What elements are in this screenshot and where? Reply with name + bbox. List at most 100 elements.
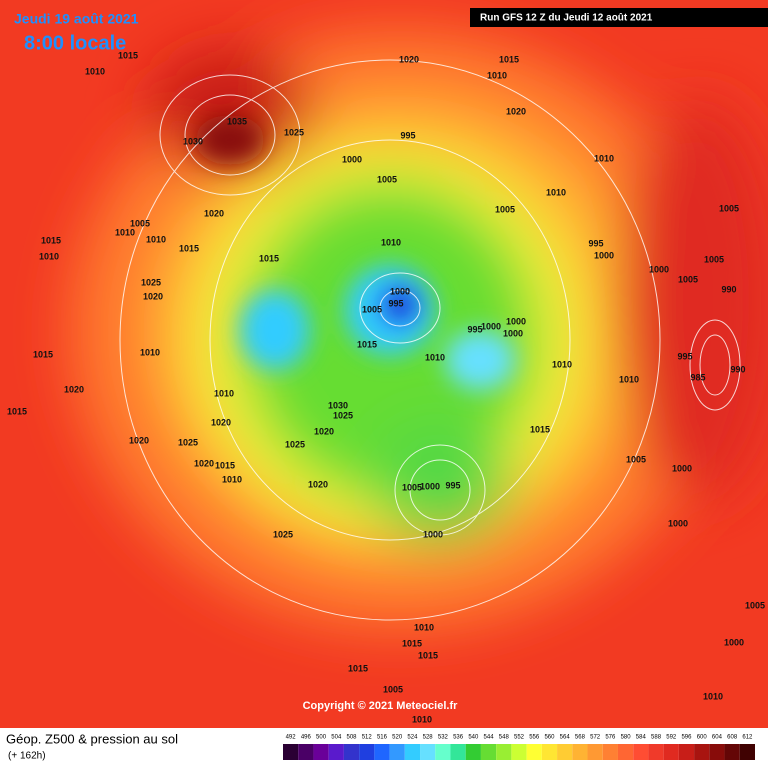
isobar-label: 1010 bbox=[381, 237, 401, 247]
isobar-label: 1035 bbox=[227, 116, 247, 126]
isobar-label: 995 bbox=[677, 351, 692, 361]
isobar-label: 1015 bbox=[357, 339, 377, 349]
isobar-label: 1000 bbox=[672, 463, 692, 473]
isobar-label: 1025 bbox=[284, 127, 304, 137]
scale-label: 528 bbox=[423, 735, 434, 741]
scale-swatch bbox=[465, 744, 481, 760]
isobar-label: 1005 bbox=[402, 482, 422, 492]
isobar-label: 1000 bbox=[342, 154, 362, 164]
scale-swatch bbox=[328, 744, 344, 760]
isobar-label: 1005 bbox=[383, 684, 403, 694]
scale-label: 588 bbox=[651, 735, 662, 741]
scale-label: 604 bbox=[712, 735, 723, 741]
isobar-label: 1000 bbox=[506, 316, 526, 326]
scale-label: 516 bbox=[377, 735, 388, 741]
isobar-label: 1005 bbox=[678, 274, 698, 284]
isobar-label: 1015 bbox=[215, 460, 235, 470]
scale-swatch bbox=[496, 744, 512, 760]
isobar-label: 1005 bbox=[377, 174, 397, 184]
isobar-label: 1020 bbox=[129, 435, 149, 445]
run: Run GFS 12 Z du Jeudi 12 août 2021 bbox=[480, 13, 653, 24]
isobar-label: 1015 bbox=[179, 243, 199, 253]
isobar-label: 1015 bbox=[7, 406, 27, 416]
scale-label: 496 bbox=[301, 735, 312, 741]
scale-label: 560 bbox=[544, 735, 555, 741]
scale-label: 568 bbox=[575, 735, 586, 741]
isobar-label: 1015 bbox=[418, 650, 438, 660]
isobar-label: 1020 bbox=[506, 106, 526, 116]
isobar-label: 1005 bbox=[704, 254, 724, 264]
isobar-label: 1010 bbox=[222, 474, 242, 484]
isobar-label: 1020 bbox=[211, 417, 231, 427]
scale-label: 576 bbox=[605, 735, 616, 741]
run-box bbox=[470, 8, 768, 27]
scale-label: 556 bbox=[529, 735, 540, 741]
scale-swatch bbox=[420, 744, 436, 760]
scale-swatch bbox=[480, 744, 497, 760]
scale-swatch bbox=[724, 744, 740, 760]
isobar-label: 1010 bbox=[412, 714, 432, 724]
scale-swatch bbox=[313, 744, 329, 760]
isobar-label: 1005 bbox=[745, 600, 765, 610]
isobar-label: 990 bbox=[730, 364, 745, 374]
isobar-label: 1010 bbox=[425, 352, 445, 362]
isobar-label: 1015 bbox=[41, 235, 61, 245]
isobar-label: 1025 bbox=[273, 529, 293, 539]
isobar-label: 1010 bbox=[703, 691, 723, 701]
scale-swatch bbox=[709, 744, 725, 760]
isobar-label: 985 bbox=[690, 372, 705, 382]
isobar-label: 995 bbox=[400, 130, 415, 140]
isobar-label: 1020 bbox=[64, 384, 84, 394]
isobar-label: 1000 bbox=[649, 264, 669, 274]
isobar-label: 1015 bbox=[402, 638, 422, 648]
scale-label: 532 bbox=[438, 735, 449, 741]
scale-label: 596 bbox=[681, 735, 692, 741]
isobar-label: 1000 bbox=[724, 637, 744, 647]
isobar-label: 1000 bbox=[423, 529, 443, 539]
isobar-label: 1000 bbox=[594, 250, 614, 260]
scale-label: 544 bbox=[484, 735, 495, 741]
isobar-label: 1005 bbox=[626, 454, 646, 464]
scale-label: 536 bbox=[453, 735, 464, 741]
scale-swatch bbox=[343, 744, 360, 760]
isobar-label: 1020 bbox=[204, 208, 224, 218]
scale-swatch bbox=[678, 744, 695, 760]
isobar-label: 995 bbox=[467, 324, 482, 334]
scale-label: 512 bbox=[362, 735, 373, 741]
isobar-label: 1015 bbox=[348, 663, 368, 673]
isobar-label: 1000 bbox=[390, 286, 410, 296]
isobar-label: 1020 bbox=[399, 54, 419, 64]
isobar-label: 1010 bbox=[546, 187, 566, 197]
isobar-label: 1000 bbox=[668, 518, 688, 528]
isobar-label: 1005 bbox=[362, 304, 382, 314]
scale-label: 492 bbox=[286, 735, 297, 741]
isobar-label: 995 bbox=[588, 238, 603, 248]
isobar-label: 1010 bbox=[619, 374, 639, 384]
scale-label: 504 bbox=[331, 735, 342, 741]
isobar-label: 1010 bbox=[140, 347, 160, 357]
isobar-label: 990 bbox=[721, 284, 736, 294]
scale-swatch bbox=[694, 744, 710, 760]
isobar-label: 1000 bbox=[503, 328, 523, 338]
isobar-label: 1005 bbox=[719, 203, 739, 213]
scale-label: 564 bbox=[560, 735, 571, 741]
scale-label: 612 bbox=[742, 735, 753, 741]
scale-swatch bbox=[435, 744, 451, 760]
scale-label: 608 bbox=[727, 735, 738, 741]
isobar-label: 1020 bbox=[194, 458, 214, 468]
scale-swatch bbox=[633, 744, 649, 760]
scale-swatch bbox=[602, 744, 618, 760]
date: Jeudi 19 août 2021 bbox=[14, 11, 139, 27]
scale-swatch bbox=[617, 744, 634, 760]
isobar-label: 995 bbox=[388, 298, 403, 308]
scale-label: 552 bbox=[514, 735, 525, 741]
isobar-label: 1015 bbox=[499, 54, 519, 64]
isobar-label: 1010 bbox=[39, 251, 59, 261]
scale-label: 500 bbox=[316, 735, 327, 741]
isobar-label: 1010 bbox=[115, 227, 135, 237]
scale-swatch bbox=[359, 744, 375, 760]
scale-swatch bbox=[450, 744, 466, 760]
isobar-label: 1010 bbox=[487, 70, 507, 80]
isobar-label: 1010 bbox=[594, 153, 614, 163]
